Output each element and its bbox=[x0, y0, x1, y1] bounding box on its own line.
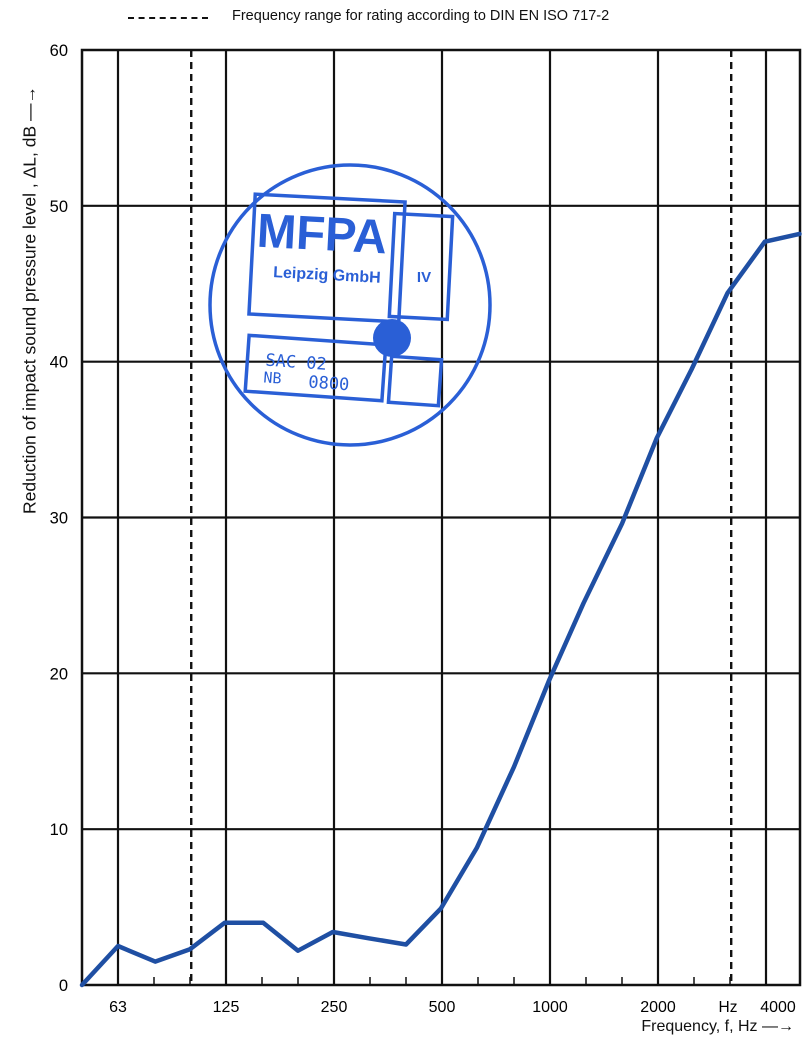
x-tick-label: 125 bbox=[213, 999, 240, 1016]
legend-dash-line bbox=[128, 17, 208, 19]
x-axis-label: Frequency, f, Hz —→ bbox=[641, 1018, 794, 1035]
legend-label: Frequency range for rating according to … bbox=[232, 8, 610, 24]
y-tick-label: 60 bbox=[50, 42, 68, 60]
stamp-sub: Leipzig GmbH bbox=[273, 264, 381, 287]
y-tick-label: 40 bbox=[50, 354, 68, 372]
x-tick-label: 500 bbox=[429, 999, 456, 1016]
mfpa-stamp: MFPA Leipzig GmbH IV SAC 02 NB 0800 bbox=[208, 163, 492, 447]
x-tick-label: 4000 bbox=[760, 999, 796, 1016]
stamp-line2a: NB bbox=[263, 368, 282, 387]
x-tick-label: 63 bbox=[109, 999, 127, 1016]
legend: Frequency range for rating according to … bbox=[128, 8, 768, 26]
stamp-org: MFPA bbox=[256, 205, 389, 265]
y-axis-label: Reduction of impact sound pressure level… bbox=[19, 85, 40, 515]
x-tick-label: 2000 bbox=[640, 999, 676, 1016]
stamp-seal-dot bbox=[373, 319, 411, 357]
series-line bbox=[79, 231, 802, 988]
data-points bbox=[81, 233, 800, 986]
stamp-line1: SAC 02 bbox=[265, 351, 328, 375]
y-tick-label: 50 bbox=[50, 198, 68, 216]
x-tick-labels: 63 125 250 500 1000 2000 4000 bbox=[109, 999, 796, 1016]
y-tick-label: 10 bbox=[50, 821, 68, 839]
y-tick-label: 0 bbox=[59, 977, 68, 995]
x-tick-label: 250 bbox=[321, 999, 348, 1016]
y-tick-labels: 0 10 20 30 40 50 60 bbox=[50, 42, 68, 995]
grid bbox=[80, 48, 802, 987]
stamp-line2b: 0800 bbox=[308, 373, 350, 396]
stamp-box-label: IV bbox=[417, 269, 431, 286]
y-tick-label: 30 bbox=[50, 510, 68, 528]
x-unit-label: Hz bbox=[719, 999, 738, 1016]
x-tick-label: 1000 bbox=[532, 999, 568, 1016]
y-tick-label: 20 bbox=[50, 665, 68, 683]
